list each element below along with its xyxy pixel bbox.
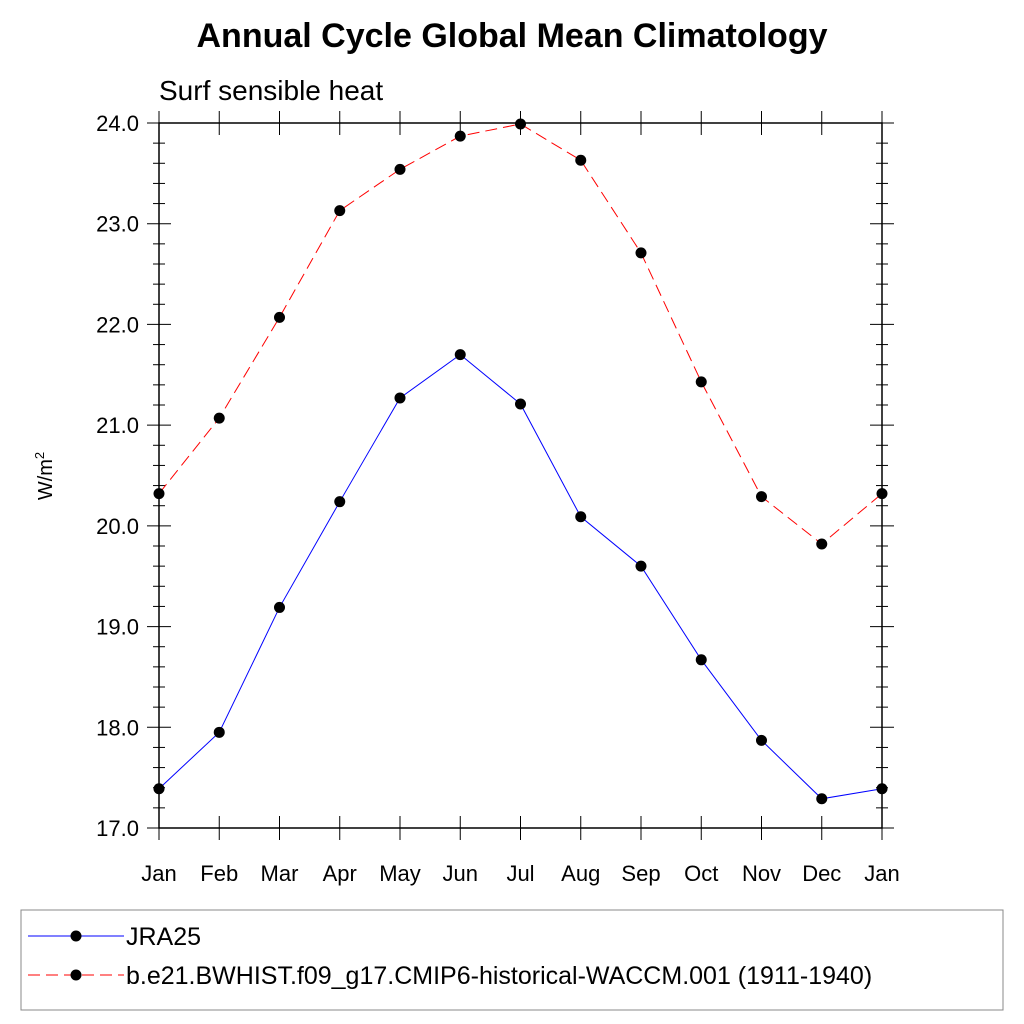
y-tick-label: 19.0 (96, 615, 139, 640)
series-2-point (515, 118, 526, 130)
series-2-point (454, 130, 466, 142)
series-2-point (153, 488, 165, 500)
plot-frame (158, 122, 883, 829)
y-tick-label: 22.0 (96, 312, 139, 337)
y-tick-label: 21.0 (96, 413, 139, 438)
x-tick-label: Mar (261, 861, 299, 886)
x-tick-label: Feb (200, 861, 238, 886)
series-line-1 (158, 354, 883, 800)
y-tick-label: 18.0 (96, 715, 139, 740)
series-line-2 (158, 123, 883, 545)
series-1-point (756, 734, 767, 746)
series-1-point (695, 654, 707, 666)
y-axis-label: W/m2 (32, 452, 57, 500)
series-1-point (394, 392, 406, 404)
x-tick-labels: Jan Feb Mar Apr May Jun Jul Aug Sep Oct Nov Dec Jan (141, 861, 899, 886)
series-1-point (454, 349, 466, 361)
y-tick-label: 24.0 (96, 111, 139, 136)
x-tick-label: Jan (141, 861, 176, 886)
series-2-point (876, 488, 888, 500)
legend-marker-2 (70, 969, 82, 981)
x-tick-label: Dec (802, 861, 841, 886)
legend-box (20, 909, 1004, 1011)
x-tick-label: Jan (864, 861, 899, 886)
series-1-point (515, 398, 526, 410)
legend-label-2: b.e21.BWHIST.f09_g17.CMIP6-historical-WA… (126, 962, 872, 990)
y-tick-label: 17.0 (96, 816, 139, 841)
x-tick-label: Aug (561, 861, 600, 886)
y-tick-label: 20.0 (96, 514, 139, 539)
x-tick-label: Nov (742, 861, 781, 886)
y-axis-label-base: W/m (35, 459, 57, 500)
series-2-point (334, 205, 346, 217)
series-1-point (274, 601, 285, 613)
series-2-point (635, 247, 647, 259)
legend: JRA25 b.e21.BWHIST.f09_g17.CMIP6-historic… (28, 923, 872, 990)
series-2-point (274, 311, 285, 323)
legend-marker-1 (70, 930, 82, 942)
x-tick-label: Jul (506, 861, 534, 886)
series-2-point (816, 538, 828, 550)
x-tick-label: Jun (443, 861, 478, 886)
series-2-point (575, 154, 587, 166)
series-1-point (575, 511, 587, 523)
chart-subtitle: Surf sensible heat (159, 75, 383, 106)
chart-title: Annual Cycle Global Mean Climatology (197, 17, 828, 55)
y-axis-label-sup: 2 (32, 452, 47, 459)
series-2-point (213, 412, 225, 424)
series-1-point (876, 783, 888, 795)
x-tick-label: Sep (621, 861, 660, 886)
series-2-point (695, 376, 707, 388)
axes (147, 111, 894, 840)
series-1-point (334, 496, 346, 508)
series-1-point (213, 726, 225, 738)
legend-label-1: JRA25 (126, 923, 201, 951)
series-1-point (816, 793, 828, 805)
x-tick-label: May (379, 861, 421, 886)
x-tick-label: Apr (323, 861, 357, 886)
y-tick-labels: 17.0 18.0 19.0 20.0 21.0 22.0 23.0 24.0 (96, 111, 139, 841)
series-layer (153, 118, 888, 805)
y-tick-label: 23.0 (96, 212, 139, 237)
series-2-point (394, 163, 406, 175)
series-2-point (756, 491, 767, 503)
series-1-point (153, 783, 165, 795)
x-tick-label: Oct (684, 861, 718, 886)
series-1-point (635, 560, 647, 572)
